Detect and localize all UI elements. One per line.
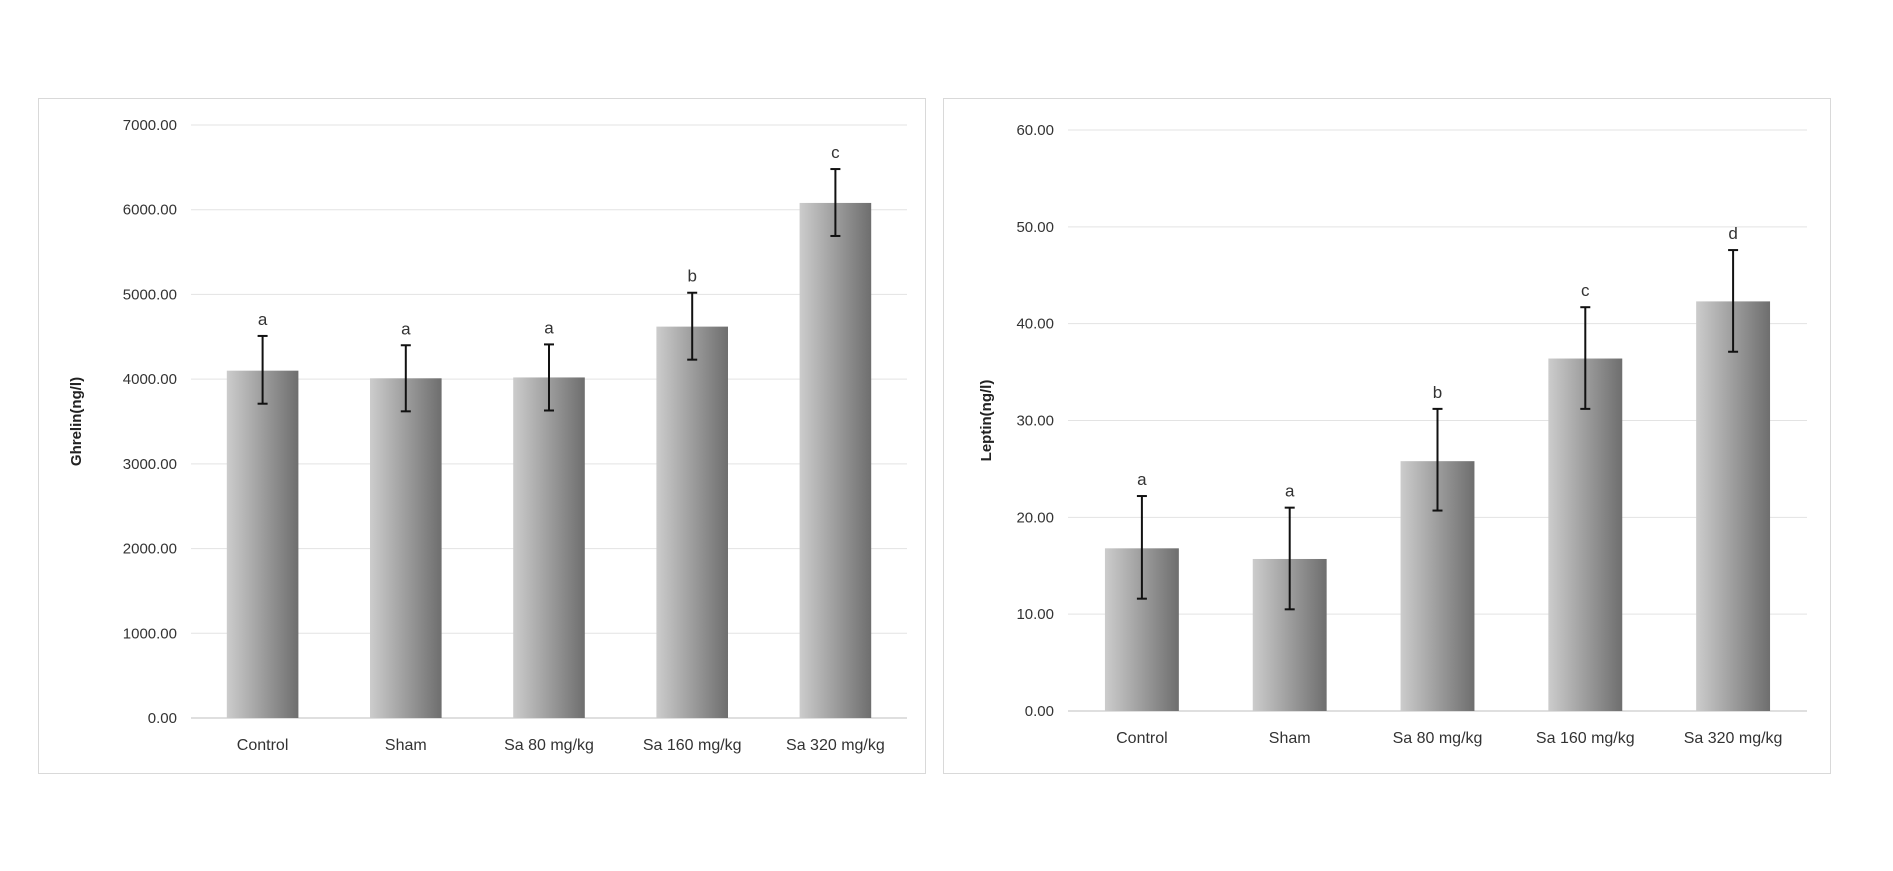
bar xyxy=(656,326,728,718)
y-tick-label: 1000.00 xyxy=(123,625,177,642)
y-tick-label: 60.00 xyxy=(1016,122,1054,139)
leptin-chart-panel: 0.00 10.00 20.00 30.00 40.00 50.00 60.00 Leptin… xyxy=(943,98,1831,774)
x-category-label: Sa 160 mg/kg xyxy=(643,737,742,754)
bar xyxy=(513,377,585,718)
x-category-label: Sa 160 mg/kg xyxy=(1536,730,1635,747)
significance-letter: d xyxy=(1728,224,1737,243)
x-category-label: Sa 80 mg/kg xyxy=(504,737,594,754)
y-tick-label: 10.00 xyxy=(1016,606,1054,623)
y-tick-label: 7000.00 xyxy=(123,117,177,134)
y-tick-label: 30.00 xyxy=(1016,413,1054,430)
bar xyxy=(226,370,299,718)
x-category-label: Sa 320 mg/kg xyxy=(786,737,885,754)
significance-letter: a xyxy=(258,310,268,329)
significance-letter: a xyxy=(544,318,554,337)
significance-letter: c xyxy=(831,143,840,162)
y-tick-label: 4000.00 xyxy=(123,371,177,388)
ghrelin-chart: 0.00 1000.00 2000.00 3000.00 4000.00 5000.00 6… xyxy=(68,117,907,754)
y-tick-label: 40.00 xyxy=(1016,316,1054,333)
y-tick-label: 3000.00 xyxy=(123,456,177,473)
x-category-label: Sa 320 mg/kg xyxy=(1684,730,1783,747)
significance-letter: a xyxy=(1285,482,1295,501)
y-tick-label: 2000.00 xyxy=(123,541,177,558)
x-category-label: Sham xyxy=(1269,730,1311,747)
x-category-label: Control xyxy=(237,737,289,754)
y-tick-label: 50.00 xyxy=(1016,219,1054,236)
bar xyxy=(1548,358,1623,711)
y-tick-label: 5000.00 xyxy=(123,286,177,303)
x-category-label: Sa 80 mg/kg xyxy=(1393,730,1483,747)
bar xyxy=(1696,301,1771,711)
y-tick-label: 6000.00 xyxy=(123,202,177,219)
significance-letter: b xyxy=(687,267,696,286)
y-tick-label: 0.00 xyxy=(148,710,177,727)
x-category-label: Sham xyxy=(385,737,427,754)
bar xyxy=(799,202,872,718)
significance-letter: a xyxy=(1137,470,1147,489)
x-category-label: Control xyxy=(1116,730,1168,747)
ghrelin-chart-panel: 0.00 1000.00 2000.00 3000.00 4000.00 5000.00 6… xyxy=(38,98,926,774)
significance-letter: b xyxy=(1433,383,1442,402)
y-axis-label: Leptin(ng/l) xyxy=(978,380,995,462)
significance-letter: a xyxy=(401,319,411,338)
y-tick-label: 20.00 xyxy=(1016,509,1054,526)
leptin-chart: 0.00 10.00 20.00 30.00 40.00 50.00 60.00 Leptin… xyxy=(978,122,1807,747)
bar xyxy=(370,378,442,718)
significance-letter: c xyxy=(1581,281,1590,300)
y-tick-label: 0.00 xyxy=(1025,703,1054,720)
y-axis-label: Ghrelin(ng/l) xyxy=(68,377,85,466)
